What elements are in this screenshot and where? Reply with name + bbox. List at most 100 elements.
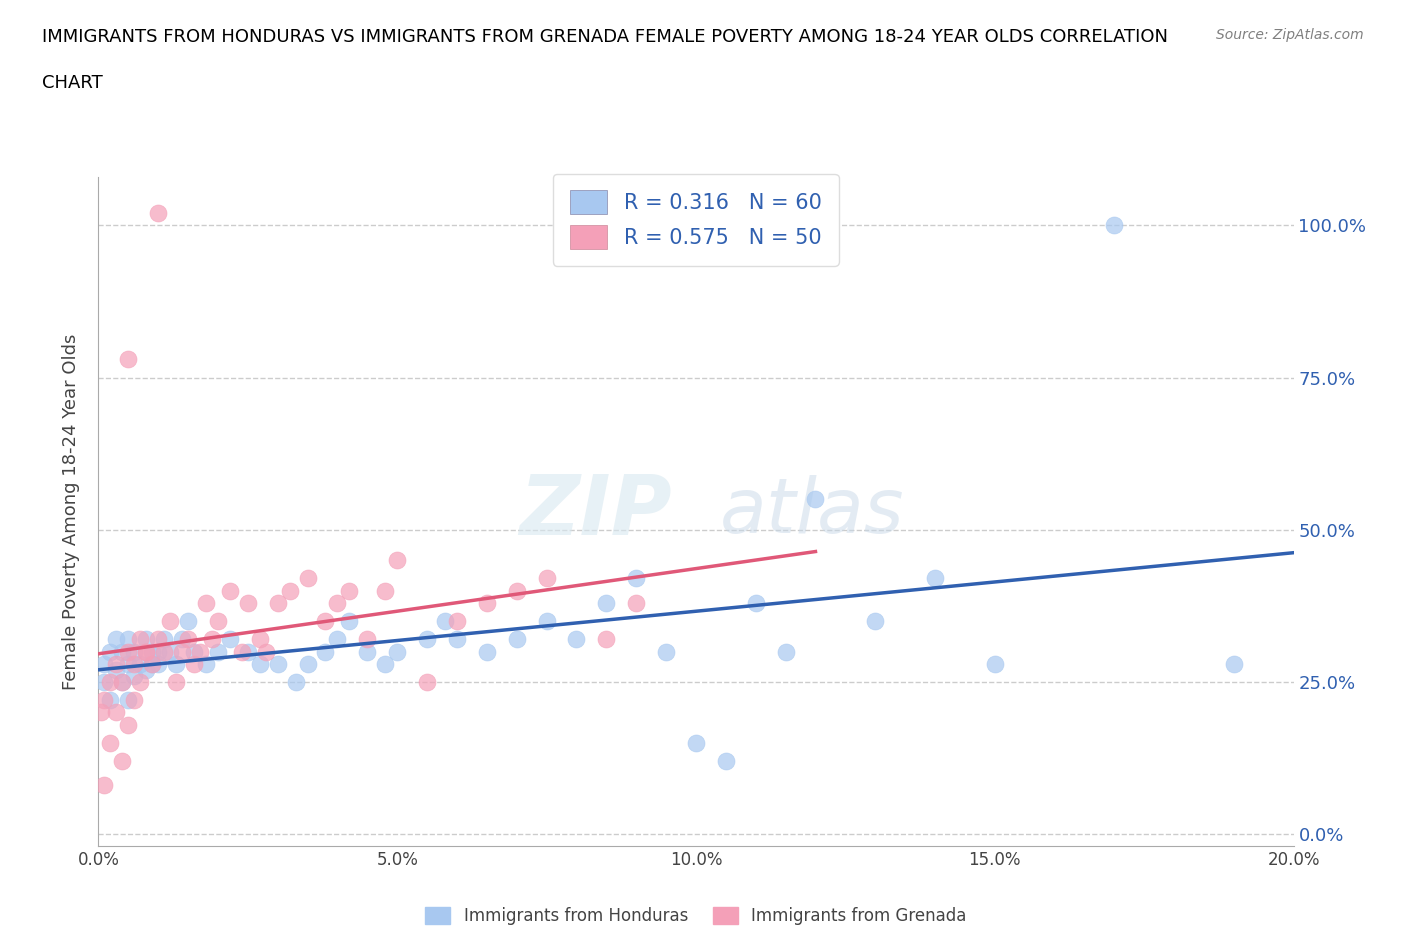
Point <box>153 644 176 659</box>
Point <box>177 631 200 646</box>
Point <box>804 492 827 507</box>
Point <box>315 644 337 659</box>
Point <box>177 614 200 629</box>
Text: atlas: atlas <box>720 474 904 549</box>
Point <box>135 631 157 646</box>
Point <box>434 614 457 629</box>
Point <box>111 753 134 768</box>
Point <box>129 657 152 671</box>
Point <box>129 631 152 646</box>
Point <box>219 583 242 598</box>
Point <box>219 631 242 646</box>
Point <box>148 631 170 646</box>
Point <box>141 657 163 671</box>
Point <box>374 583 396 598</box>
Point <box>195 657 218 671</box>
Point <box>111 674 134 689</box>
Point <box>165 657 187 671</box>
Point <box>775 644 797 659</box>
Point <box>124 693 146 708</box>
Point <box>249 631 271 646</box>
Text: CHART: CHART <box>42 74 103 92</box>
Point <box>100 693 122 708</box>
Point <box>356 631 378 646</box>
Point <box>141 657 163 671</box>
Point <box>195 595 218 610</box>
Point <box>129 674 152 689</box>
Point <box>236 644 259 659</box>
Point <box>506 631 529 646</box>
Point <box>105 705 128 720</box>
Point <box>236 595 259 610</box>
Point <box>124 657 146 671</box>
Point <box>105 662 128 677</box>
Point <box>117 657 139 671</box>
Point <box>93 657 115 671</box>
Point <box>135 644 157 659</box>
Point <box>278 583 301 598</box>
Point <box>339 614 360 629</box>
Y-axis label: Female Poverty Among 18-24 Year Olds: Female Poverty Among 18-24 Year Olds <box>62 333 80 690</box>
Point <box>201 631 224 646</box>
Point <box>267 595 290 610</box>
Point <box>165 674 187 689</box>
Point <box>93 778 115 793</box>
Point <box>685 736 707 751</box>
Point <box>111 674 134 689</box>
Point <box>254 644 277 659</box>
Point <box>745 595 768 610</box>
Point <box>326 595 349 610</box>
Point <box>100 674 122 689</box>
Point <box>339 583 360 598</box>
Point <box>93 693 115 708</box>
Point <box>159 614 181 629</box>
Text: ZIP: ZIP <box>519 471 672 552</box>
Text: Source: ZipAtlas.com: Source: ZipAtlas.com <box>1216 28 1364 42</box>
Point <box>475 644 498 659</box>
Point <box>172 631 194 646</box>
Point <box>124 669 146 684</box>
Point <box>1104 218 1126 232</box>
Legend: Immigrants from Honduras, Immigrants from Grenada: Immigrants from Honduras, Immigrants fro… <box>419 900 973 930</box>
Point <box>117 644 139 659</box>
Point <box>117 631 139 646</box>
Point <box>188 644 211 659</box>
Point <box>984 657 1007 671</box>
Point <box>231 644 253 659</box>
Point <box>1223 657 1246 671</box>
Point <box>93 674 115 689</box>
Point <box>117 352 139 366</box>
Point <box>326 631 349 646</box>
Point <box>565 631 588 646</box>
Point <box>865 614 887 629</box>
Point <box>124 644 146 659</box>
Point <box>315 614 337 629</box>
Point <box>90 705 112 720</box>
Point <box>626 571 648 586</box>
Point <box>135 662 157 677</box>
Point <box>249 657 271 671</box>
Point <box>172 644 194 659</box>
Point <box>183 657 205 671</box>
Point <box>135 644 157 659</box>
Point <box>105 657 128 671</box>
Point <box>374 657 396 671</box>
Point <box>267 657 290 671</box>
Point <box>117 693 139 708</box>
Point <box>655 644 678 659</box>
Point <box>385 552 409 567</box>
Point <box>475 595 498 610</box>
Point <box>536 614 558 629</box>
Point <box>446 614 468 629</box>
Point <box>148 657 170 671</box>
Text: IMMIGRANTS FROM HONDURAS VS IMMIGRANTS FROM GRENADA FEMALE POVERTY AMONG 18-24 Y: IMMIGRANTS FROM HONDURAS VS IMMIGRANTS F… <box>42 28 1168 46</box>
Point <box>506 583 529 598</box>
Point <box>595 631 617 646</box>
Point <box>100 644 122 659</box>
Point <box>207 614 229 629</box>
Point <box>141 644 163 659</box>
Point <box>595 595 617 610</box>
Point <box>714 753 737 768</box>
Point <box>105 631 128 646</box>
Point <box>183 644 205 659</box>
